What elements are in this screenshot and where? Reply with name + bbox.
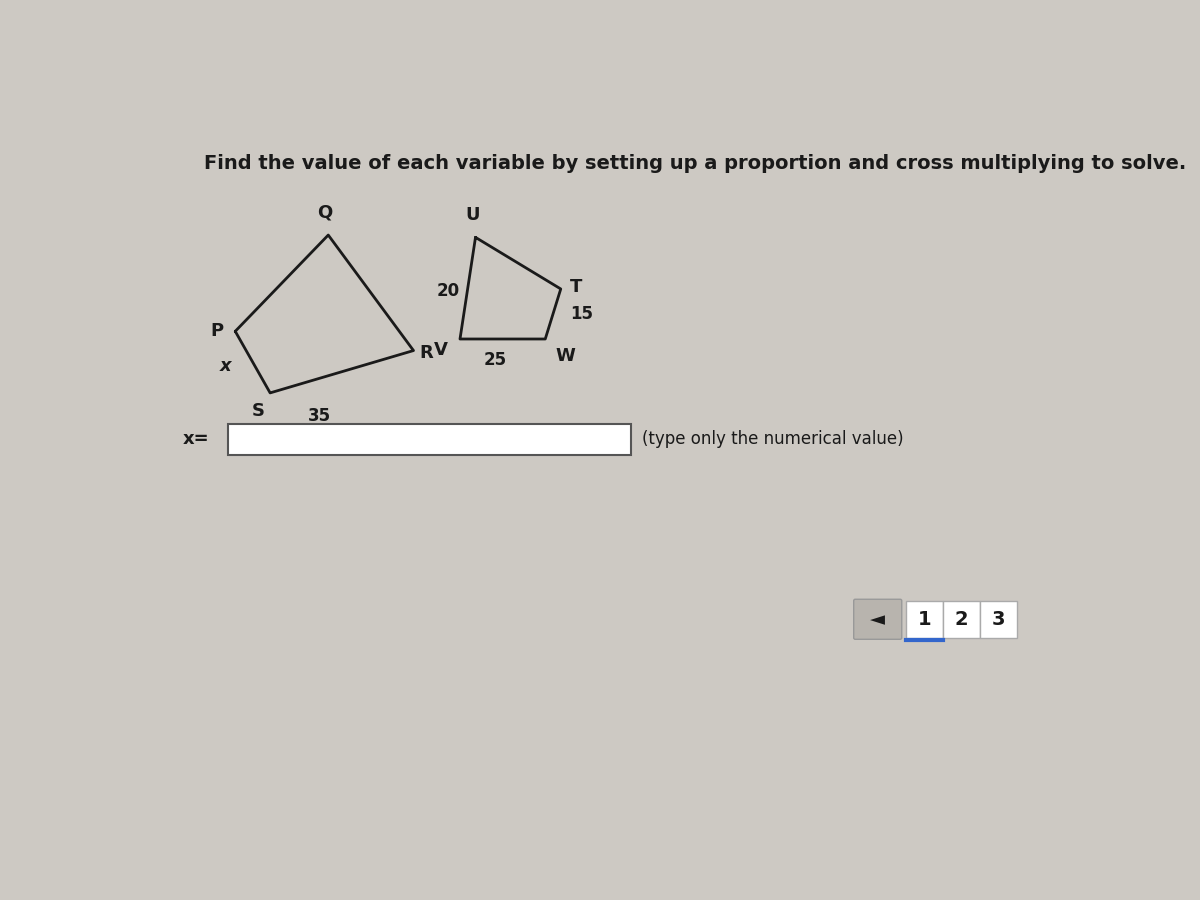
Text: S: S	[252, 402, 265, 420]
Bar	[943, 601, 980, 638]
Text: R: R	[420, 344, 433, 362]
Text: 3: 3	[992, 610, 1006, 629]
Text: x: x	[220, 357, 232, 375]
Text: U: U	[466, 205, 480, 223]
Text: (type only the numerical value): (type only the numerical value)	[642, 430, 904, 448]
Text: T: T	[570, 277, 582, 295]
Text: 35: 35	[307, 407, 330, 425]
Text: x=: x=	[182, 430, 209, 448]
Text: 2: 2	[955, 610, 968, 629]
Text: 25: 25	[484, 351, 508, 369]
Text: 20: 20	[437, 283, 460, 301]
Text: 15: 15	[570, 305, 593, 323]
Text: 1: 1	[918, 610, 931, 629]
Bar	[980, 601, 1018, 638]
Text: Q: Q	[317, 204, 332, 222]
Bar	[906, 601, 943, 638]
Text: ◄: ◄	[870, 610, 886, 629]
Text: Find the value of each variable by setting up a proportion and cross multiplying: Find the value of each variable by setti…	[204, 154, 1187, 173]
FancyBboxPatch shape	[853, 599, 901, 639]
Bar	[228, 424, 630, 454]
Text: W: W	[556, 346, 575, 364]
Text: P: P	[210, 322, 223, 340]
Text: V: V	[433, 340, 448, 358]
